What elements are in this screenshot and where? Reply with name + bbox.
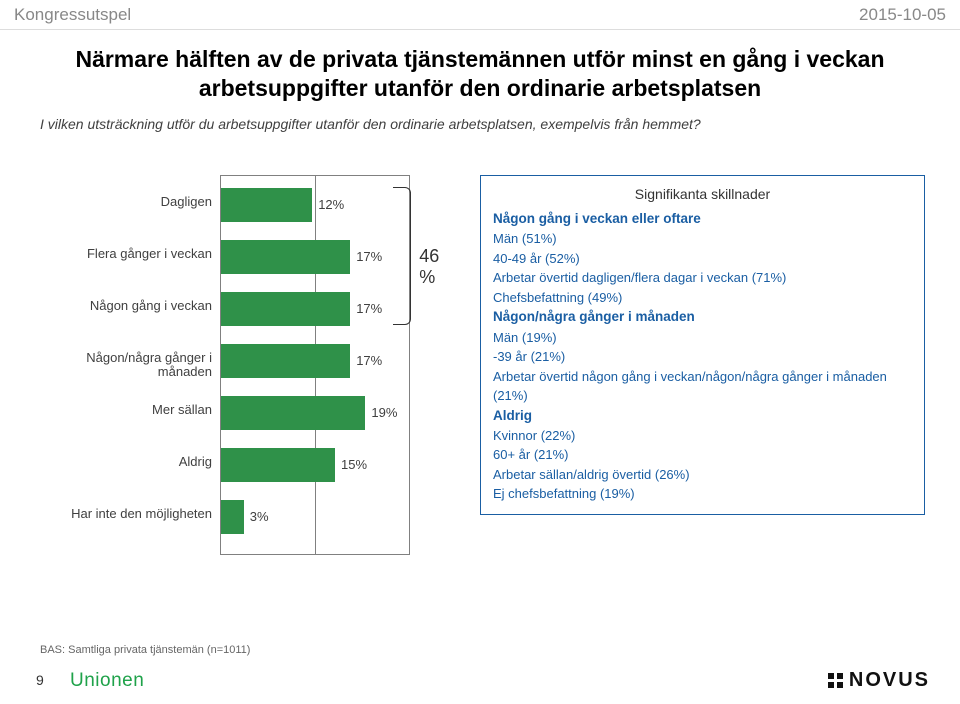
chart-value-label: 17% (356, 301, 382, 316)
sidebox-item: Män (51%) (493, 229, 912, 249)
chart-category-label: Dagligen (40, 195, 220, 209)
sidebox-item: -39 år (21%) (493, 347, 912, 367)
page-title: Närmare hälften av de privata tjänstemän… (40, 45, 920, 103)
sidebox-item: Arbetar övertid någon gång i veckan/någo… (493, 367, 912, 406)
chart-value-label: 12% (318, 197, 344, 212)
chart-category-label: Någon gång i veckan (40, 299, 220, 313)
chart-plot-area: 12% 17% 17% 17% 19% 15% 3% (220, 175, 410, 555)
chart-category-label: Någon/några gånger i månaden (40, 351, 220, 380)
chart-value-label: 19% (371, 405, 397, 420)
chart-bar (221, 500, 244, 534)
chart-brace (393, 187, 411, 325)
chart-bar (221, 448, 335, 482)
sidebox-item: Chefsbefattning (49%) (493, 288, 912, 308)
sidebox-item: Arbetar sällan/aldrig övertid (26%) (493, 465, 912, 485)
chart-value-label: 17% (356, 249, 382, 264)
header-left: Kongressutspel (14, 5, 131, 25)
sidebox-heading: Signifikanta skillnader (493, 184, 912, 205)
sidebox-item: Ej chefsbefattning (19%) (493, 484, 912, 504)
bar-chart: 12% 17% 17% 17% 19% 15% 3% Dagligen Flera gånge… (40, 175, 450, 575)
sidebox-group-title: Aldrig (493, 406, 912, 426)
chart-value-label: 3% (250, 509, 269, 524)
page-subtitle: I vilken utsträckning utför du arbetsupp… (40, 115, 920, 133)
header-right: 2015-10-05 (859, 5, 946, 25)
brand-novus: NOVUS (828, 669, 930, 692)
sidebox-item: Män (19%) (493, 328, 912, 348)
sidebox-item: Arbetar övertid dagligen/flera dagar i v… (493, 268, 912, 288)
chart-category-label: Aldrig (40, 455, 220, 469)
novus-dots-icon (828, 673, 843, 688)
header-band: Kongressutspel 2015-10-05 (0, 0, 960, 30)
chart-category-label: Har inte den möjligheten (40, 507, 220, 521)
novus-text: NOVUS (849, 669, 930, 692)
chart-value-label: 15% (341, 457, 367, 472)
chart-bar (221, 188, 312, 222)
chart-value-label: 17% (356, 353, 382, 368)
chart-brace-label: 46 % (419, 246, 450, 288)
sidebox-group-title: Någon/några gånger i månaden (493, 307, 912, 327)
sidebox-group-title: Någon gång i veckan eller oftare (493, 209, 912, 229)
chart-bar (221, 292, 350, 326)
significance-box: Signifikanta skillnader Någon gång i vec… (480, 175, 925, 515)
chart-category-label: Flera gånger i veckan (40, 247, 220, 261)
sidebox-item: 40-49 år (52%) (493, 249, 912, 269)
chart-bar (221, 344, 350, 378)
page-number: 9 (36, 672, 44, 688)
chart-bar (221, 396, 365, 430)
footnote: BAS: Samtliga privata tjänstemän (n=1011… (40, 644, 250, 656)
chart-category-label: Mer sällan (40, 403, 220, 417)
sidebox-item: 60+ år (21%) (493, 445, 912, 465)
brand-unionen: Unionen (70, 670, 144, 692)
sidebox-item: Kvinnor (22%) (493, 426, 912, 446)
chart-bar (221, 240, 350, 274)
